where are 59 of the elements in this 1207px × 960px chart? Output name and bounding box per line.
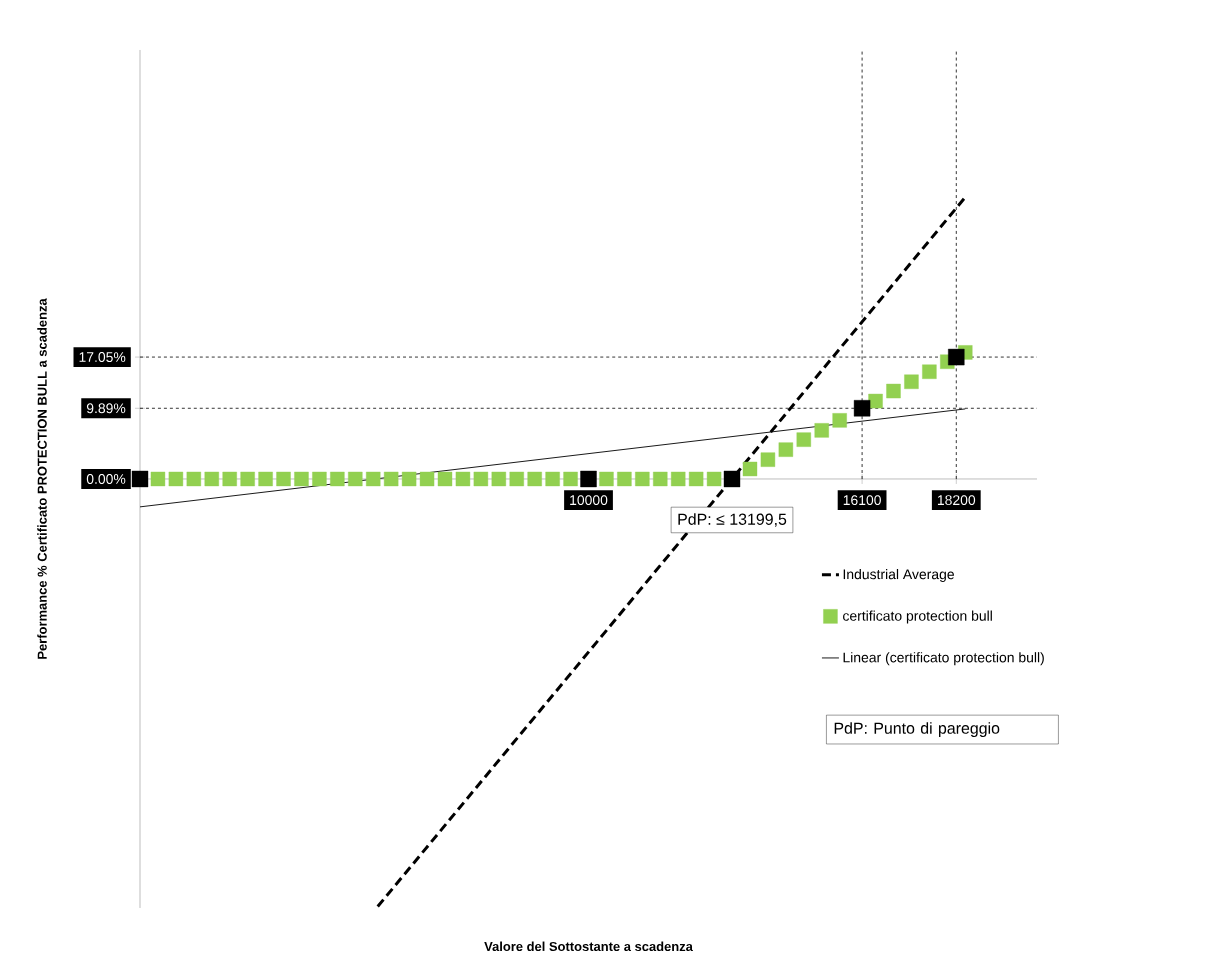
annotation: PdP: Punto di pareggio (834, 722, 1000, 737)
point (599, 471, 614, 487)
point (886, 383, 901, 399)
point (294, 471, 309, 487)
point (563, 471, 578, 487)
point (455, 471, 471, 487)
point (635, 471, 650, 487)
point (904, 374, 919, 389)
point (437, 471, 453, 487)
point (383, 471, 399, 487)
point (186, 471, 202, 487)
y-tick-label: 9.89% (86, 403, 126, 414)
point (760, 452, 776, 467)
legend-label: Industrial Average (843, 568, 954, 582)
point (222, 471, 237, 487)
y-axis-title: Performance % Certificato PROTECTION BULL a scadenza (37, 298, 47, 659)
point (473, 471, 489, 487)
point (922, 364, 937, 379)
point (131, 470, 149, 488)
point (312, 471, 327, 487)
point (580, 470, 597, 488)
point (706, 471, 722, 487)
point (509, 471, 524, 487)
point (653, 471, 668, 487)
point (948, 348, 965, 366)
point (401, 471, 417, 487)
point (204, 471, 219, 487)
x-tick-label: 16100 (843, 495, 881, 506)
x-axis-title: Valore del Sottostante a scadenza (484, 941, 693, 952)
point (527, 471, 542, 487)
point (419, 471, 435, 487)
point (742, 461, 758, 477)
point (617, 471, 632, 487)
point (168, 471, 184, 487)
point (348, 471, 363, 487)
y-tick-label: 17.05% (79, 352, 126, 363)
point (491, 471, 507, 487)
point (366, 471, 381, 487)
point (868, 393, 883, 409)
point (832, 413, 847, 428)
point (240, 471, 255, 487)
legend-label: Linear (certificato protection bull) (843, 652, 1044, 666)
y-tick-label: 0.00% (86, 474, 126, 484)
point (814, 423, 829, 438)
legend-label: certificato protection bull (843, 610, 992, 624)
point (853, 400, 871, 417)
point (671, 471, 686, 487)
point (796, 432, 811, 447)
point (150, 471, 166, 487)
point (778, 442, 794, 457)
point (723, 470, 741, 488)
x-tick-label: 18200 (937, 495, 976, 506)
point (688, 471, 704, 487)
point (258, 471, 273, 487)
annotation: PdP: ≤ 13199,5 (678, 513, 787, 527)
point (330, 471, 345, 487)
point (276, 471, 291, 487)
point (545, 471, 560, 487)
x-tick-label: 10000 (570, 495, 608, 506)
